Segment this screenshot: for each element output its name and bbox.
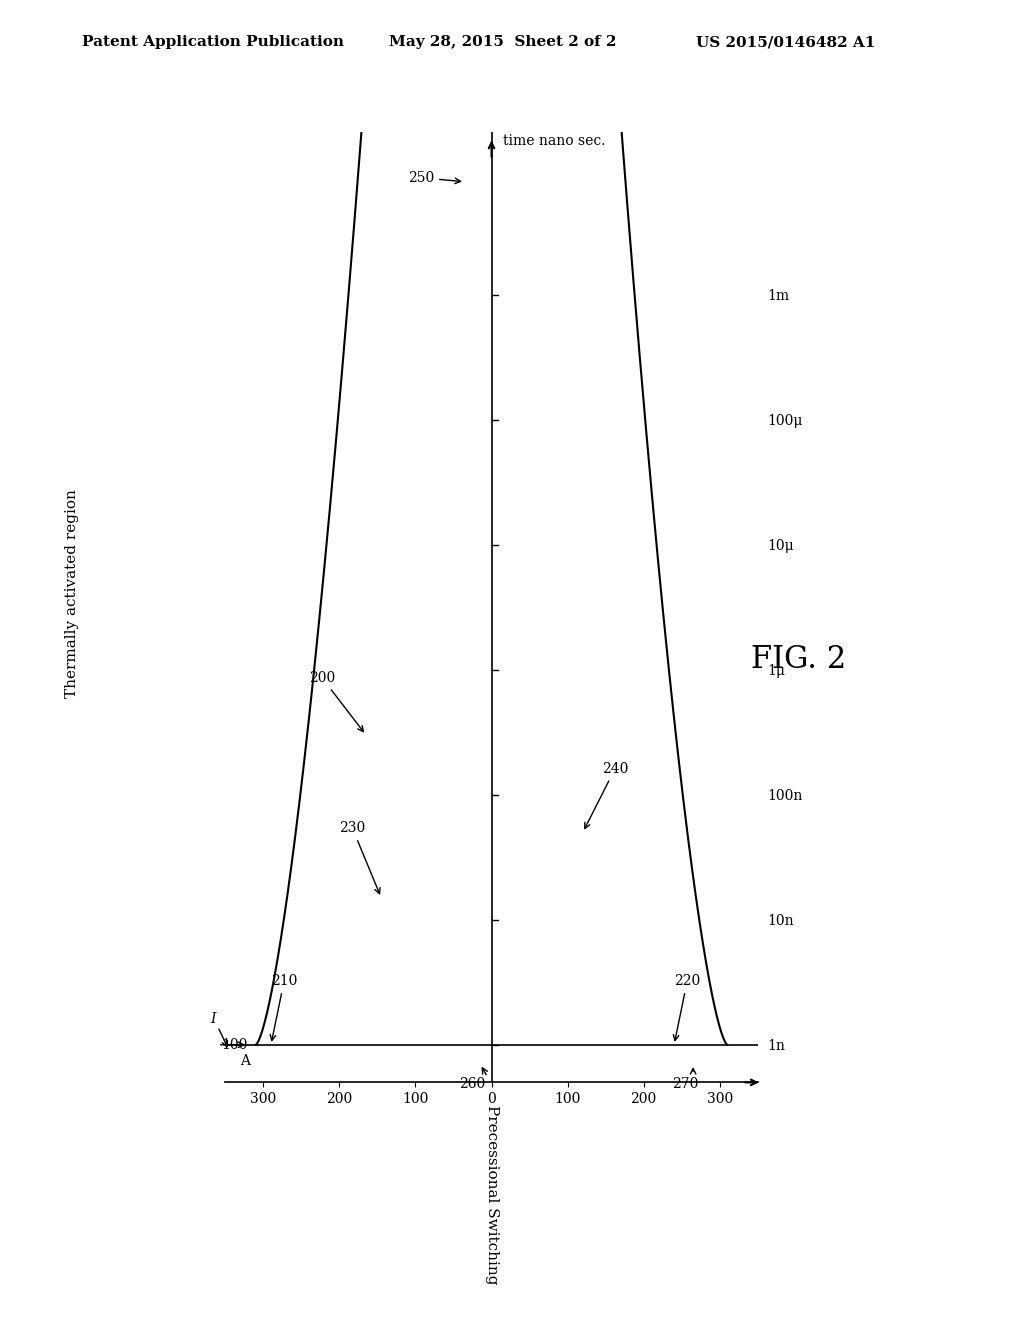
Text: Precessional Switching: Precessional Switching bbox=[484, 1105, 499, 1284]
Text: 230: 230 bbox=[339, 821, 380, 894]
Text: 200: 200 bbox=[309, 671, 364, 731]
Text: 220: 220 bbox=[674, 974, 700, 1040]
Text: 270: 270 bbox=[673, 1077, 698, 1092]
Text: A: A bbox=[241, 1053, 251, 1068]
Text: 260: 260 bbox=[460, 1077, 485, 1092]
Text: 250: 250 bbox=[408, 170, 461, 185]
Text: I: I bbox=[210, 1012, 216, 1026]
Text: Patent Application Publication: Patent Application Publication bbox=[82, 36, 344, 49]
Text: FIG. 2: FIG. 2 bbox=[751, 644, 847, 676]
Text: time nano sec.: time nano sec. bbox=[503, 133, 605, 148]
Text: May 28, 2015  Sheet 2 of 2: May 28, 2015 Sheet 2 of 2 bbox=[389, 36, 616, 49]
Text: Thermally activated region: Thermally activated region bbox=[65, 490, 79, 698]
Text: 240: 240 bbox=[585, 762, 628, 829]
Text: US 2015/0146482 A1: US 2015/0146482 A1 bbox=[696, 36, 876, 49]
Text: 210: 210 bbox=[270, 974, 297, 1040]
Text: 100: 100 bbox=[221, 1038, 248, 1052]
